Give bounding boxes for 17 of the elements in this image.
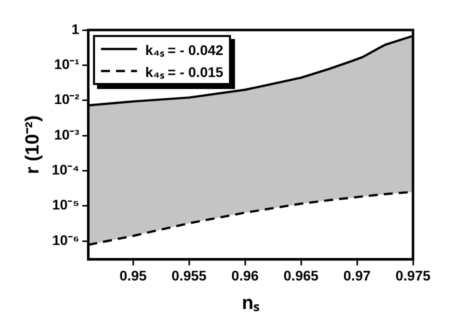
x-axis-title: nₛ — [242, 292, 260, 314]
y-tick-label: 10⁻⁴ — [52, 162, 80, 178]
x-tick-label: 0.955 — [172, 268, 207, 284]
y-tick-label: 10⁻⁶ — [52, 232, 80, 248]
y-tick-label: 10⁻² — [54, 91, 80, 108]
legend-label: k₄ₛ = - 0.015 — [145, 62, 224, 80]
x-tick-label: 0.975 — [395, 268, 431, 284]
x-tick-label: 0.965 — [284, 268, 319, 284]
legend-label: k₄ₛ = - 0.042 — [145, 40, 224, 58]
x-tick-label: 0.97 — [343, 268, 371, 284]
x-tick-label: 0.96 — [231, 268, 259, 284]
x-tick-label: 0.95 — [119, 268, 147, 284]
y-axis-title: r (10⁻²) — [22, 115, 44, 174]
y-tick-label: 1 — [72, 20, 80, 37]
y-tick-label: 10⁻⁵ — [52, 196, 80, 213]
y-tick-label: 10⁻³ — [54, 126, 80, 142]
y-tick-label: 10⁻¹ — [54, 56, 80, 72]
